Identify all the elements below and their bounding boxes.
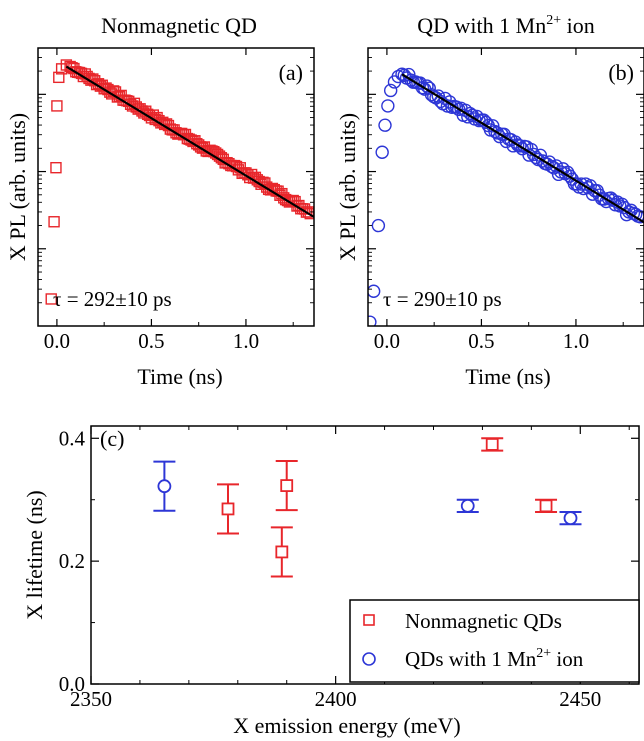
panel-b-title: QD with 1 Mn2+ ion (417, 13, 594, 38)
panel-b-frame (367, 47, 644, 327)
legend-marker-nonmagnetic (363, 614, 375, 626)
panel-a-data-point (53, 71, 65, 84)
panel-c-errorbar-series-0 (535, 498, 558, 513)
panel-b: QD with 1 Mn2+ ion 0.0 0.5 1.0 (b) τ = 290… (335, 13, 644, 389)
panel-b-data-point (381, 99, 395, 113)
panel-c-errorbar-series-1 (153, 460, 176, 512)
panel-a-data-point (51, 100, 63, 112)
panel-a: Nonmagnetic QD 0.0 0.5 1.0 (a) τ = 292±10 … (5, 13, 315, 389)
panel-b-data-point (563, 169, 577, 183)
panel-b-data-point (375, 145, 389, 159)
panel-b-xtick-label: 0.0 (374, 329, 400, 353)
panel-a-title: Nonmagnetic QD (101, 13, 257, 38)
panel-b-label: (b) (608, 60, 634, 85)
panel-a-xlabel: Time (ns) (137, 364, 222, 389)
panel-c-xlabel: X emission energy (meV) (233, 713, 461, 738)
panel-b-plot-area: 0.0 0.5 1.0 (367, 47, 644, 353)
panel-a-xtick-label: 0.5 (138, 329, 164, 353)
panel-a-data-point (45, 293, 57, 305)
panel-b-xlabel: Time (ns) (465, 364, 550, 389)
panel-c-ytick-label: 0.2 (59, 549, 85, 573)
panel-a-frame (37, 47, 315, 327)
panel-c-errorbar-series-0 (270, 526, 293, 578)
panel-a-xtick-label: 1.0 (233, 329, 259, 353)
panel-a-data-point (48, 216, 60, 228)
panel-b-data-point (438, 91, 452, 106)
panel-b-tau-annotation: τ = 290±10 ps (383, 287, 502, 311)
panel-c-errorbar-series-1 (559, 511, 582, 526)
panel-c-data-point (280, 479, 294, 492)
panel-b-xtick-label: 0.5 (468, 329, 494, 353)
panel-b-data-point (397, 68, 411, 83)
panel-c-ylabel: X lifetime (ns) (22, 490, 47, 620)
panel-a-points (45, 59, 314, 305)
panel-a-plot-area: 0.0 0.5 1.0 (37, 47, 315, 353)
panel-c-legend: Nonmagnetic QDs QDs with 1 Mn2+ ion (349, 599, 640, 683)
panel-c-ytick-label: 0.4 (59, 426, 86, 450)
panel-b-xtick-label: 1.0 (563, 329, 589, 353)
panel-c-frame (90, 425, 640, 685)
panel-c-errorbar-series-0 (217, 483, 239, 535)
legend-label-magnetic: QDs with 1 Mn2+ ion (405, 646, 584, 671)
panel-c-data-point (275, 545, 289, 559)
panel-b-data-point (581, 180, 595, 195)
legend-label-nonmagnetic: Nonmagnetic QDs (405, 609, 562, 633)
panel-b-data-point (526, 147, 541, 162)
panel-c-errorbar-series-0 (275, 460, 298, 512)
panel-b-fit-line (401, 73, 644, 224)
panel-b-data-point (368, 315, 377, 326)
panel-c-label: (c) (100, 426, 124, 451)
panel-a-label: (a) (279, 60, 303, 85)
panel-b-data-point (597, 192, 611, 206)
panel-c-data-point (539, 499, 553, 513)
panel-a-data-point (50, 161, 62, 174)
panel-a-xtick-label: 0.0 (44, 329, 70, 353)
panel-c-plot-area: 2350 2400 2450 0.0 0.2 0.4 (59, 425, 640, 711)
panel-c-xtick-label: 2450 (559, 687, 601, 711)
panel-a-fit-line (65, 65, 314, 218)
panel-b-data-point (378, 118, 392, 132)
legend-frame (349, 599, 640, 683)
panel-b-data-point (383, 83, 398, 98)
panel-c-data-point (563, 511, 578, 526)
panel-c-data-point (485, 438, 499, 451)
panel-c-xtick-label: 2350 (70, 687, 112, 711)
panel-c: 2350 2400 2450 0.0 0.2 0.4 (c) X emission ene… (22, 425, 640, 738)
panel-b-data-point (371, 218, 386, 233)
panel-b-points (368, 67, 644, 326)
panel-b-data-point (488, 124, 502, 139)
panel-c-data-point (157, 479, 172, 494)
panel-c-data-point (460, 498, 475, 513)
panel-a-data-point (304, 207, 314, 220)
panel-b-ylabel: X PL (arb. units) (335, 113, 360, 261)
panel-c-errorbar-series-1 (456, 498, 479, 513)
panel-a-tau-annotation: τ = 292±10 ps (53, 287, 172, 311)
panel-c-data-point (221, 502, 235, 516)
panel-c-errorbar-series-0 (481, 437, 504, 452)
panel-b-data-point (368, 284, 381, 298)
panel-c-xtick-label: 2400 (315, 687, 357, 711)
panel-a-ylabel: X PL (arb. units) (5, 113, 30, 261)
legend-marker-magnetic (362, 652, 376, 666)
panel-c-ytick-label: 0.0 (59, 672, 85, 696)
